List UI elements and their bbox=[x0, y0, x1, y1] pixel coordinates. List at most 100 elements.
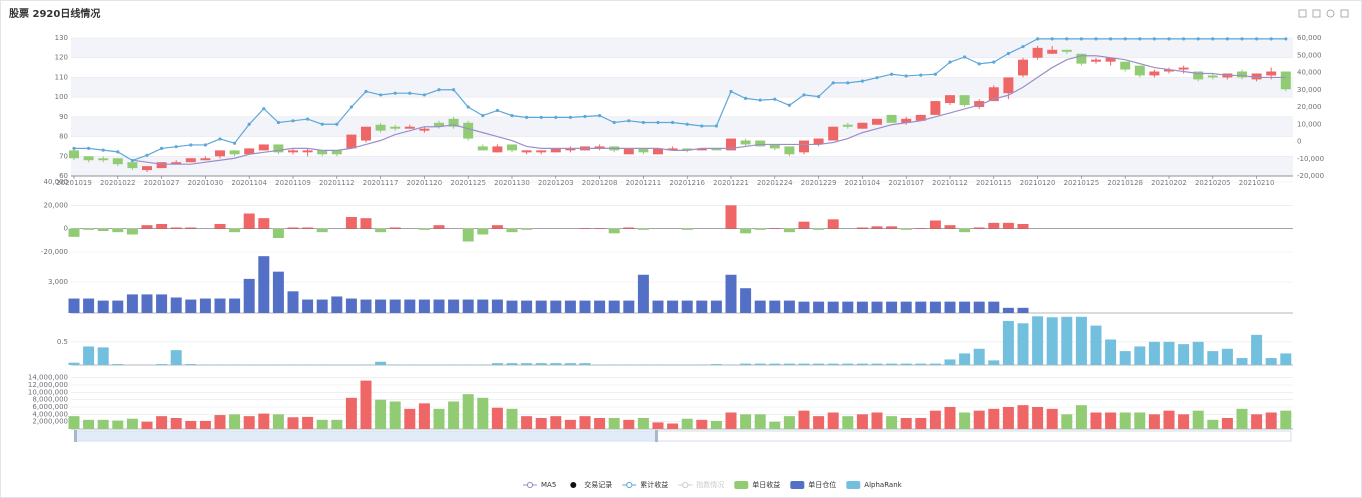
bar bbox=[929, 363, 941, 365]
candle-body bbox=[1207, 75, 1218, 78]
bar bbox=[1221, 348, 1233, 365]
candle-body bbox=[317, 150, 328, 155]
candle-body bbox=[550, 148, 561, 153]
bar bbox=[769, 228, 781, 229]
y-tick-label: 40,000 bbox=[44, 178, 69, 186]
volume-bar bbox=[608, 418, 620, 429]
bar bbox=[1046, 317, 1058, 365]
y-tick-label: 6,000,000 bbox=[32, 403, 68, 411]
line-point bbox=[452, 88, 456, 92]
x-tick-label: 20201109 bbox=[275, 179, 311, 187]
volume-bar bbox=[1090, 412, 1102, 429]
legend-item[interactable]: 单日仓位 bbox=[790, 480, 836, 489]
legend-item[interactable]: 累计收益 bbox=[622, 480, 668, 489]
volume-bar bbox=[1178, 414, 1190, 429]
y2-tick-label: -20,000 bbox=[1297, 172, 1324, 180]
line-point bbox=[218, 137, 222, 141]
candle-body bbox=[419, 128, 430, 131]
candle-body bbox=[886, 114, 897, 123]
chart-title: 股票 2920日线情况 bbox=[9, 7, 100, 20]
volume-bar bbox=[1265, 412, 1277, 429]
candle-body bbox=[1164, 69, 1174, 72]
bar bbox=[929, 220, 941, 229]
bar bbox=[448, 299, 460, 313]
volume-bar bbox=[229, 414, 241, 429]
volume-bar bbox=[389, 401, 401, 429]
bar bbox=[83, 298, 95, 313]
candle-body bbox=[842, 124, 853, 127]
bar bbox=[185, 227, 197, 229]
tool-back[interactable] bbox=[1312, 9, 1321, 18]
bar bbox=[608, 228, 620, 234]
bar bbox=[521, 228, 533, 230]
line-point bbox=[963, 55, 967, 59]
line-point bbox=[72, 146, 76, 150]
legend-item[interactable]: MA5 bbox=[523, 481, 556, 489]
line-point bbox=[773, 97, 777, 101]
candle-body bbox=[857, 122, 868, 129]
y-tick-label: 4,000,000 bbox=[32, 410, 68, 418]
bar bbox=[637, 274, 649, 313]
legend-item[interactable]: AlphaRank bbox=[846, 481, 903, 489]
y-tick-label: 100 bbox=[55, 93, 68, 101]
bar bbox=[375, 299, 387, 313]
volume-bar bbox=[842, 416, 854, 429]
data-zoom[interactable] bbox=[74, 430, 1292, 442]
y-tick-label: 90 bbox=[59, 113, 68, 121]
candle-body bbox=[83, 156, 94, 161]
line-point bbox=[846, 81, 850, 85]
bar bbox=[214, 224, 226, 229]
zoom-window[interactable] bbox=[76, 431, 656, 441]
line-point bbox=[700, 124, 704, 128]
bar bbox=[973, 227, 985, 229]
bar bbox=[740, 363, 752, 365]
toolbox[interactable] bbox=[1298, 9, 1349, 18]
candle-body bbox=[229, 150, 240, 155]
volume-bar bbox=[302, 416, 314, 429]
bar bbox=[535, 300, 547, 313]
candle-body bbox=[142, 166, 152, 171]
bar bbox=[667, 300, 679, 313]
volume-bar bbox=[710, 420, 722, 429]
line-point bbox=[627, 119, 631, 123]
volume-bar bbox=[900, 418, 912, 429]
candle-body bbox=[302, 150, 313, 153]
bar bbox=[506, 363, 518, 365]
tool-restore[interactable] bbox=[1326, 9, 1335, 18]
legend-item[interactable]: 单日收益 bbox=[734, 480, 780, 489]
bar bbox=[944, 301, 956, 313]
line-point bbox=[320, 122, 324, 126]
bar bbox=[579, 363, 591, 365]
zoom-handle[interactable] bbox=[655, 430, 658, 442]
candle-body bbox=[1193, 71, 1204, 80]
volume-bar bbox=[798, 410, 810, 429]
line-point bbox=[641, 120, 646, 125]
bar bbox=[389, 299, 401, 313]
volume-bar bbox=[696, 419, 708, 429]
candle-body bbox=[930, 101, 941, 115]
legend-item[interactable]: 交易记录 bbox=[570, 480, 612, 489]
bar bbox=[886, 226, 898, 229]
bar bbox=[1251, 334, 1263, 365]
tool-zoom[interactable] bbox=[1298, 9, 1307, 18]
bar bbox=[199, 298, 211, 313]
line-point bbox=[729, 89, 733, 94]
candle-body bbox=[331, 150, 342, 155]
zoom-handle[interactable] bbox=[74, 430, 77, 442]
x-tick-label: 20201125 bbox=[450, 179, 486, 187]
tool-save[interactable] bbox=[1340, 9, 1349, 18]
candle-body bbox=[594, 146, 605, 149]
legend-item[interactable]: 指数情况 bbox=[678, 480, 724, 489]
volume-bar bbox=[258, 413, 270, 429]
candle-body bbox=[69, 150, 79, 159]
candle-body bbox=[959, 95, 970, 106]
bar bbox=[360, 218, 372, 229]
line-point bbox=[1021, 45, 1025, 49]
candle-body bbox=[799, 140, 809, 153]
bar bbox=[272, 228, 284, 238]
volume-bar bbox=[112, 420, 124, 429]
x-tick-label: 20210210 bbox=[1239, 179, 1275, 187]
y2-tick-label: 50,000 bbox=[1297, 51, 1322, 59]
volume-bar bbox=[243, 416, 255, 429]
candle-body bbox=[346, 134, 357, 149]
